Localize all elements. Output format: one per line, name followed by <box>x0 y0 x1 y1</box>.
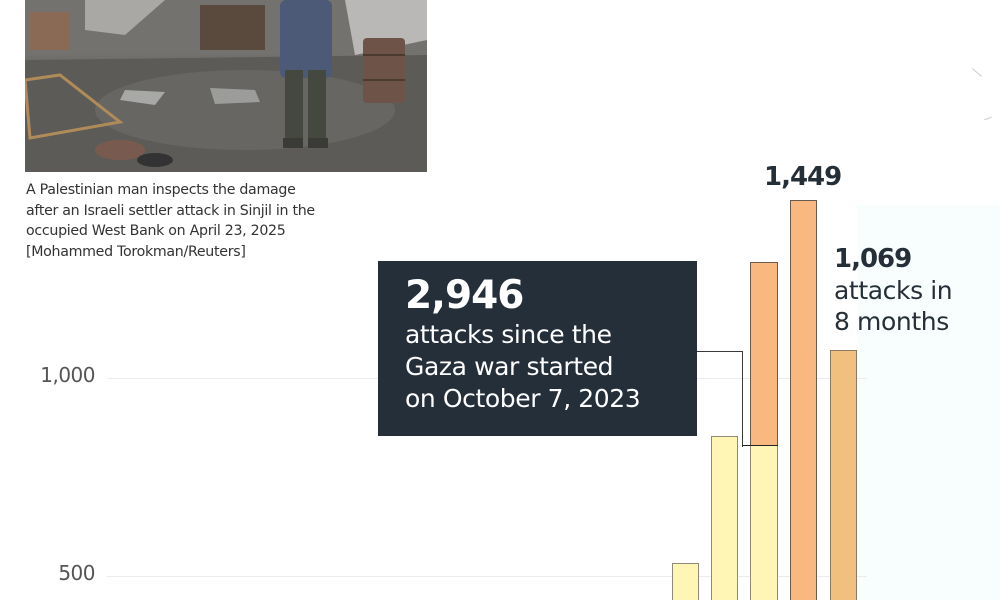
photo-illustration <box>25 0 427 172</box>
recent-number: 1,069 <box>834 244 912 274</box>
recent-text: 8 months <box>834 307 949 336</box>
callout-line: attacks since the <box>405 320 612 349</box>
recent-attacks-label: 1,069 attacks in 8 months <box>834 243 953 337</box>
decorative-line <box>972 68 982 77</box>
caption-line: occupied West Bank on April 23, 2025 <box>26 223 286 239</box>
callout-bracket-horizontal <box>742 445 778 446</box>
caption-line: [Mohammed Torokman/Reuters] <box>26 243 246 260</box>
ytick-1000: 1,000 <box>40 363 95 387</box>
decorative-line <box>984 116 992 121</box>
peak-value-label: 1,449 <box>764 162 842 192</box>
callout-bracket-vertical <box>697 351 743 447</box>
caption-line: after an Israeli settler attack in Sinji… <box>26 202 315 219</box>
bar-4 <box>790 200 817 600</box>
gridline-500 <box>107 576 867 577</box>
recent-period-background <box>857 205 1000 600</box>
bar-3-pre-war <box>750 446 778 600</box>
callout-line: Gaza war started <box>405 352 614 381</box>
ytick-500: 500 <box>58 561 95 585</box>
total-attacks-callout: 2,946 attacks since the Gaza war started… <box>378 261 697 436</box>
bar-2 <box>711 436 738 600</box>
news-photo <box>25 0 427 172</box>
photo-caption: A Palestinian man inspects the damage af… <box>26 180 406 262</box>
caption-line: A Palestinian man inspects the damage <box>26 182 296 198</box>
bar-5 <box>830 350 857 600</box>
bar-1 <box>672 563 699 600</box>
callout-line: on October 7, 2023 <box>405 384 641 413</box>
callout-number: 2,946 <box>405 273 524 318</box>
recent-text: attacks in <box>834 276 953 305</box>
bar-3-post-war <box>750 262 778 446</box>
